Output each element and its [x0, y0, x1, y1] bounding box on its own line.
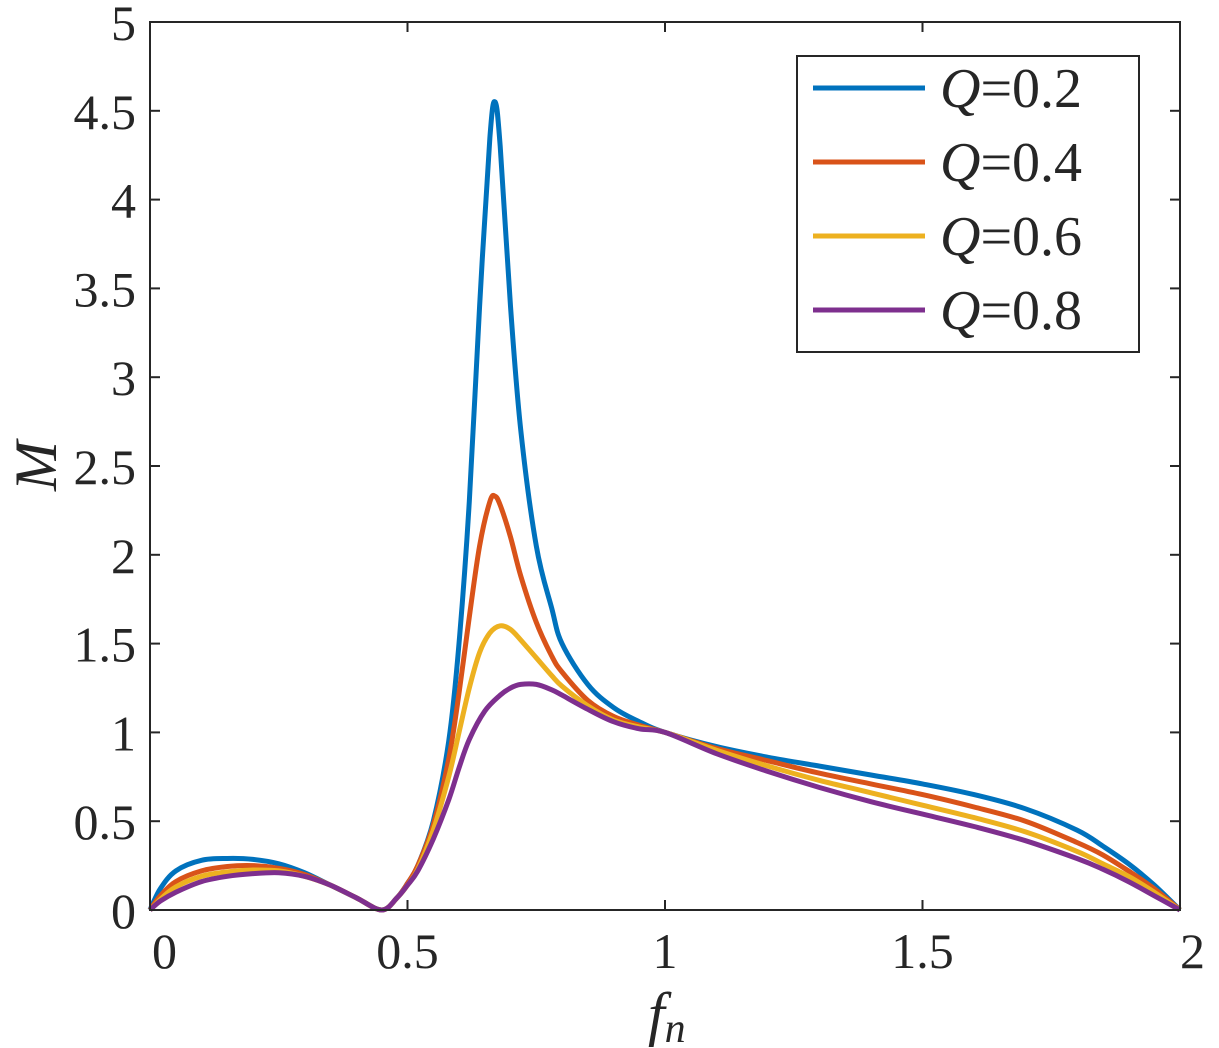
y-axis: 0 0.5 1 1.5 2 2.5 3 3.5 4 4.5 5 [74, 0, 1180, 939]
y-tick-label: 0.5 [74, 794, 137, 850]
legend-label-variable: Q [940, 280, 980, 342]
data-lines [147, 99, 1182, 913]
legend-label: Q=0.8 [940, 280, 1082, 342]
y-tick-label: 1 [111, 705, 136, 761]
legend-label: Q=0.4 [940, 132, 1082, 194]
y-axis-title: M [3, 438, 69, 492]
legend-label: Q=0.2 [940, 58, 1082, 120]
y-tick-label: 3.5 [74, 261, 137, 317]
legend-label-value: =0.6 [980, 206, 1082, 268]
legend-label-value: =0.4 [980, 132, 1082, 194]
x-axis-title-subscript: n [665, 1006, 686, 1048]
x-tick-label: 2 [1180, 923, 1205, 979]
legend-label-value: =0.2 [980, 58, 1082, 120]
y-tick-label: 4 [111, 173, 136, 229]
x-tick-label: 0.5 [376, 923, 439, 979]
series-line-4 [148, 681, 1182, 913]
y-tick-label: 2.5 [74, 439, 137, 495]
x-tick-label: 1.5 [891, 923, 954, 979]
y-tick-label: 0 [111, 883, 136, 939]
legend-label-variable: Q [940, 58, 980, 120]
y-tick-label: 3 [111, 350, 136, 406]
y-tick-label: 2 [111, 528, 136, 584]
legend-label-variable: Q [940, 206, 980, 268]
y-tick-label: 4.5 [74, 84, 137, 140]
x-tick-label: 0 [152, 923, 177, 979]
legend: Q=0.2Q=0.4Q=0.6Q=0.8 [796, 55, 1140, 353]
legend-box [796, 55, 1140, 353]
legend-label-value: =0.8 [980, 280, 1082, 342]
legend-label: Q=0.6 [940, 206, 1082, 268]
x-tick-label: 1 [653, 923, 678, 979]
x-axis: 0 0.5 1 1.5 2 [149, 22, 1205, 979]
y-tick-label: 1.5 [74, 617, 137, 673]
y-tick-label: 5 [111, 0, 136, 51]
x-axis-title: fn [648, 981, 686, 1048]
legend-label-variable: Q [940, 132, 980, 194]
